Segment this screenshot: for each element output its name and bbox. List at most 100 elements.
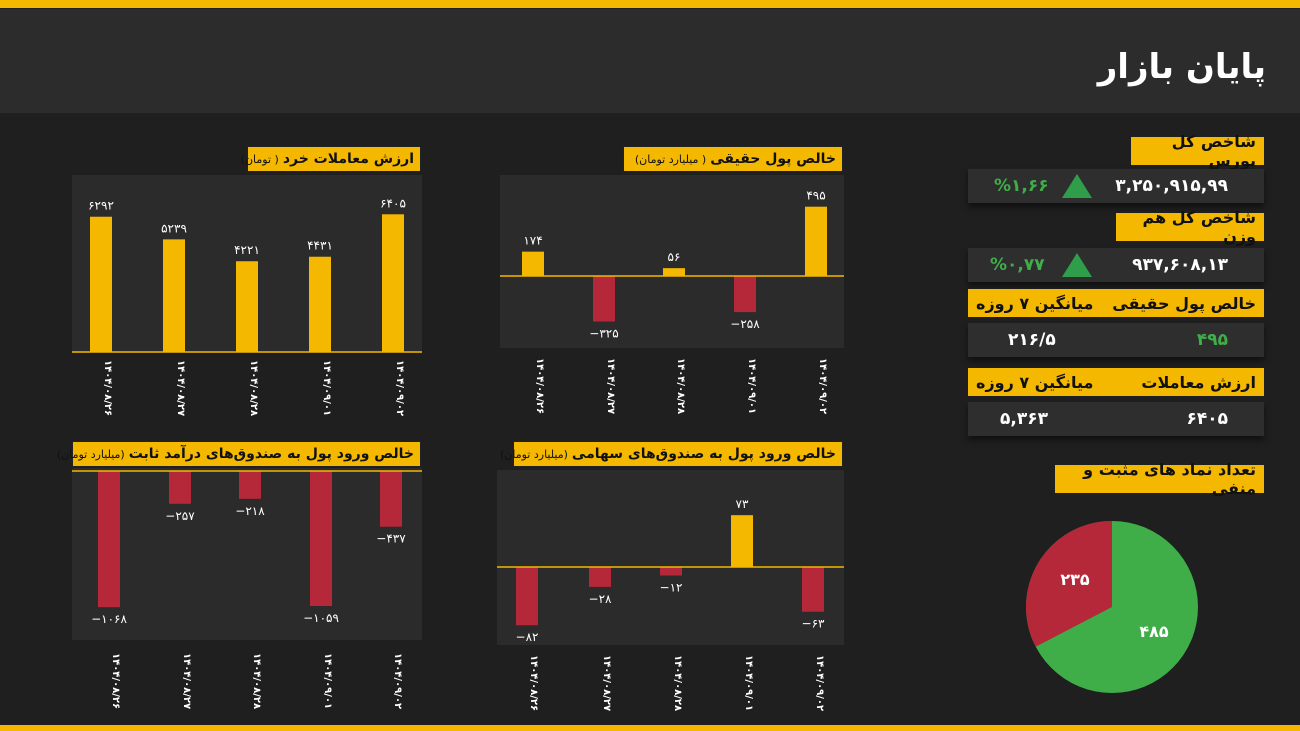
real-money-label: خالص پول حقیقی میانگین ۷ روزه: [968, 289, 1264, 317]
data-label: ۵۲۳۹: [161, 221, 187, 235]
real-money-avg: ۲۱۶/۵: [1008, 330, 1056, 350]
x-tick-label: ۱۴۰۴/۰۸/۲۸: [251, 653, 262, 709]
label-text: خالص پول حقیقی: [1112, 293, 1256, 313]
bar: [589, 567, 611, 587]
bar: [310, 471, 332, 607]
data-label: −۲۵۸: [730, 317, 760, 331]
chart-title-fixed-income: خالص ورود پول به صندوق‌های درآمد ثابت (می…: [57, 441, 421, 467]
bar: [802, 567, 824, 612]
x-tick-label: ۱۴۰۴/۰۸/۲۸: [248, 360, 259, 416]
chart-title-retail: ارزش معاملات خرد( تومان): [241, 146, 421, 172]
data-label: −۲۱۸: [235, 504, 265, 518]
avg-label: میانگین ۷ روزه: [976, 372, 1094, 392]
bar: [660, 567, 682, 576]
index-label: شاخص کل بورس: [1131, 132, 1264, 170]
x-tick-label: ۱۴۰۴/۰۸/۲۶: [102, 360, 113, 416]
pie-label-positive: ۴۸۵: [1139, 622, 1169, 641]
positive-negative-pie-chart: ۲۳۵ ۴۸۵: [1026, 521, 1198, 693]
chart-unit: (میلیارد تومان): [56, 447, 125, 461]
up-arrow-icon: [1062, 174, 1092, 198]
pie-label-negative: ۲۳۵: [1060, 570, 1090, 589]
data-label: ۱۷۴: [523, 234, 542, 248]
bar: [805, 206, 827, 276]
trade-value-row: ۶۴۰۵ ۵,۳۶۳: [968, 402, 1264, 436]
up-arrow-icon: [1062, 253, 1092, 277]
data-label: −۱۰۶۸: [91, 612, 127, 626]
x-tick-label: ۱۴۰۴/۰۸/۲۷: [601, 655, 612, 711]
data-label: ۴۴۳۱: [307, 239, 333, 253]
x-tick-label: ۱۴۰۴/۰۸/۲۶: [110, 653, 121, 709]
chart-title-text: خالص ورود پول به صندوق‌های درآمد ثابت: [128, 446, 414, 462]
data-label: −۸۲: [516, 630, 539, 644]
bar: [163, 239, 185, 352]
x-tick-label: ۱۴۰۴/۰۸/۲۸: [672, 655, 683, 711]
bar: [734, 276, 756, 313]
data-label: ۵۶: [668, 250, 681, 264]
bar: [731, 515, 753, 567]
data-label: −۶۳: [802, 617, 826, 631]
real-money-chart: ۱۷۴ ۱۴۰۴/۰۸/۲۶ −۳۲۵ ۱۴۰۴/۰۸/۲۷ ۵۶ ۱۴۰۴/۰۸/۲۸ −…: [500, 175, 844, 414]
bar: [90, 216, 112, 352]
bar: [663, 268, 685, 276]
equity-funds-chart: −۸۲ ۱۴۰۴/۰۸/۲۶ −۲۸ ۱۴۰۴/۰۸/۲۷ −۱۲ ۱۴۰۴/۰۸/۲۸ ۷…: [497, 470, 844, 711]
equal-index-change: %۰,۷۷: [990, 255, 1045, 275]
bar: [593, 276, 615, 322]
x-tick-label: ۱۴۰۴/۰۸/۲۶: [534, 358, 545, 414]
trade-value-label: ارزش معاملات میانگین ۷ روزه: [968, 368, 1264, 396]
data-label: −۲۸: [589, 592, 613, 606]
pie-slice-negative: [1026, 521, 1112, 647]
data-label: ۷۳: [736, 497, 749, 511]
header: پایان بازار: [0, 9, 1300, 113]
chart-title-real-money: خالص پول حقیقی( میلیارد تومان): [623, 146, 843, 172]
chart-unit: ( تومان): [240, 152, 279, 166]
fixed-income-chart: −۱۰۶۸ ۱۴۰۴/۰۸/۲۶ −۲۵۷ ۱۴۰۴/۰۸/۲۷ −۲۱۸ ۱۴۰۴/۰۸…: [72, 468, 422, 709]
page-title: پایان بازار: [1097, 47, 1266, 87]
data-label: −۱۰۵۹: [303, 611, 339, 625]
bottom-accent-bar: [0, 725, 1300, 731]
plot-area: [500, 175, 844, 348]
data-label: ۶۲۹۲: [88, 199, 114, 213]
equal-index-row: ۹۳۷,۶۰۸,۱۳ %۰,۷۷: [968, 248, 1264, 282]
data-label: −۲۵۷: [165, 509, 195, 523]
label-text: تعداد نماد های مثبت و منفی: [1083, 460, 1256, 498]
data-label: −۳۲۵: [589, 327, 618, 341]
x-tick-label: ۱۴۰۴/۰۹/۰۱: [321, 360, 332, 416]
equal-index-label: شاخص کل هم وزن: [1116, 208, 1264, 246]
x-tick-label: ۱۴۰۴/۰۸/۲۷: [181, 653, 192, 709]
x-tick-label: ۱۴۰۴/۰۸/۲۸: [675, 358, 686, 414]
pie-title: تعداد نماد های مثبت و منفی: [1055, 460, 1264, 498]
x-tick-label: ۱۴۰۴/۰۹/۰۱: [743, 655, 754, 711]
chart-title-text: خالص پول حقیقی: [710, 151, 836, 167]
chart-unit: ( میلیارد تومان): [634, 152, 707, 166]
x-tick-label: ۱۴۰۴/۰۹/۰۱: [322, 653, 333, 709]
data-label: ۴۹۵: [806, 189, 825, 203]
x-tick-label: ۱۴۰۴/۰۸/۲۷: [605, 358, 616, 414]
avg-label: میانگین ۷ روزه: [976, 293, 1094, 313]
equal-index-value: ۹۳۷,۶۰۸,۱۳: [1132, 255, 1228, 275]
data-label: ۶۴۰۵: [380, 196, 406, 210]
x-tick-label: ۱۴۰۴/۰۹/۰۱: [746, 358, 757, 414]
label-text: ارزش معاملات: [1141, 372, 1256, 392]
index-row: ۳,۲۵۰,۹۱۵,۹۹ %۱,۶۶: [968, 169, 1264, 203]
data-label: −۱۲: [660, 581, 683, 595]
x-tick-label: ۱۴۰۴/۰۹/۰۲: [394, 360, 405, 416]
trade-value-value: ۶۴۰۵: [1186, 409, 1228, 429]
x-tick-label: ۱۴۰۴/۰۸/۲۷: [175, 360, 186, 416]
x-tick-label: ۱۴۰۴/۰۸/۲۶: [528, 655, 539, 711]
plot-area: [497, 470, 844, 645]
bar: [98, 471, 120, 608]
bar: [522, 251, 544, 276]
label-text: شاخص کل بورس: [1171, 132, 1256, 170]
real-money-value: ۴۹۵: [1196, 330, 1228, 350]
bar: [309, 256, 331, 352]
chart-title-text: ارزش معاملات خرد: [282, 151, 414, 167]
real-money-row: ۴۹۵ ۲۱۶/۵: [968, 323, 1264, 357]
data-label: −۴۳۷: [376, 532, 406, 546]
bar: [239, 471, 261, 499]
data-label: ۴۲۲۱: [234, 243, 260, 257]
bar: [516, 567, 538, 626]
x-tick-label: ۱۴۰۴/۰۹/۰۲: [817, 358, 828, 414]
chart-title-text: خالص ورود پول به صندوق‌های سهامی: [571, 446, 836, 462]
index-change: %۱,۶۶: [994, 176, 1049, 196]
retail-value-chart: ۶۲۹۲ ۱۴۰۴/۰۸/۲۶ ۵۲۳۹ ۱۴۰۴/۰۸/۲۷ ۴۲۲۱ ۱۴۰۴/۰۸/…: [72, 175, 422, 416]
